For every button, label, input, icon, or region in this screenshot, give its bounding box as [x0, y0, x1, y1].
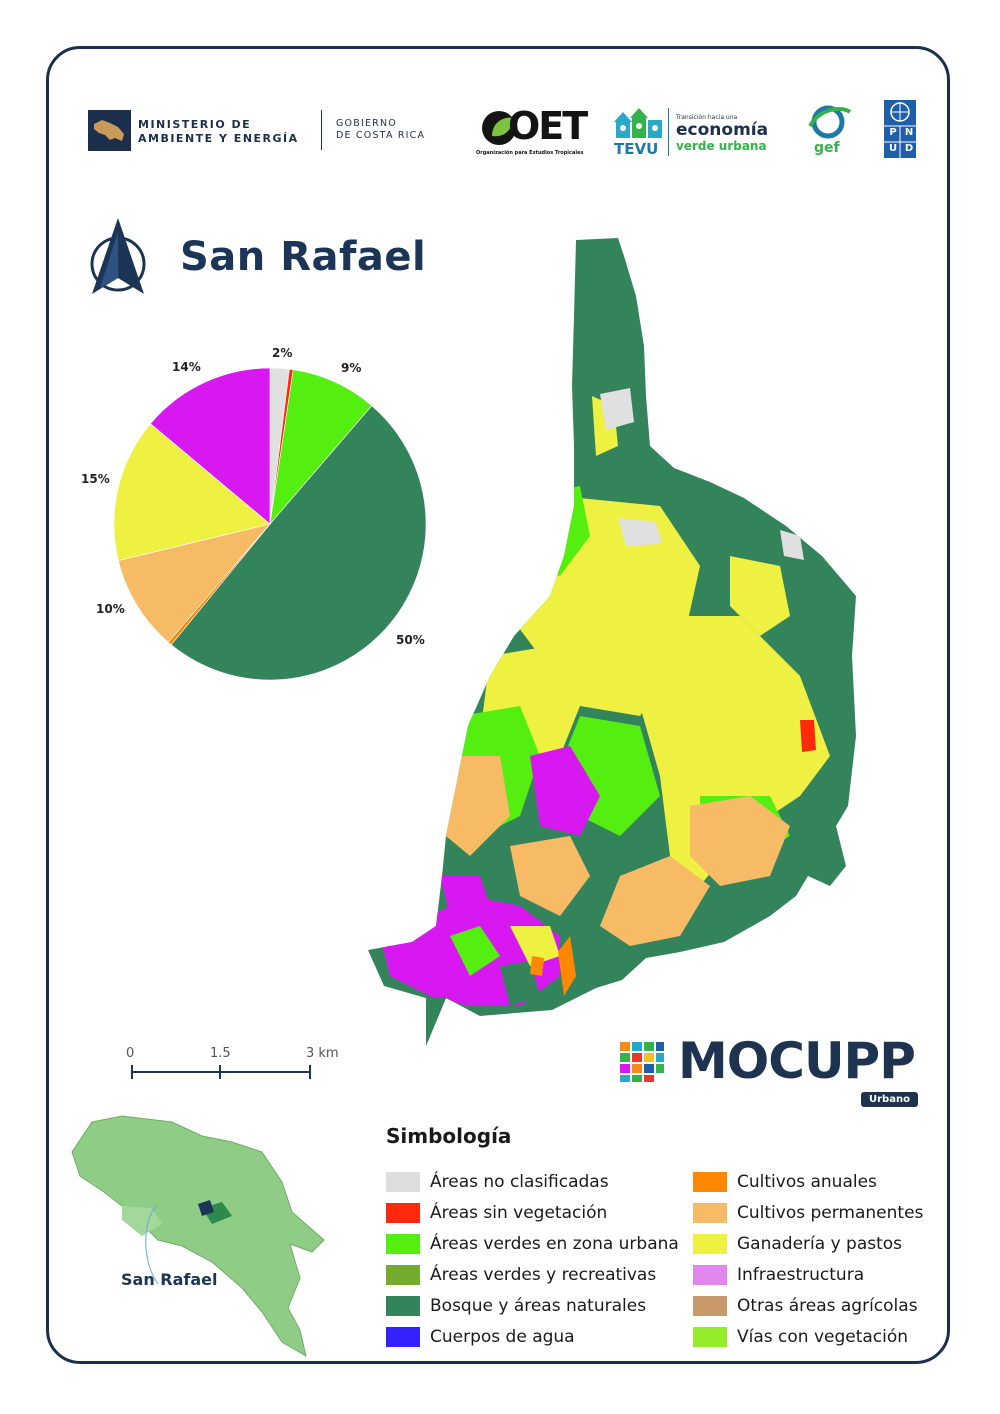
legend-label: Cultivos permanentes: [737, 1202, 924, 1223]
pie-label: 50%: [396, 633, 425, 647]
map-title: San Rafael: [180, 234, 427, 280]
legend-swatch: [693, 1295, 727, 1316]
inset-label: San Rafael: [121, 1270, 218, 1289]
legend-swatch: [693, 1264, 727, 1285]
legend-item: Áreas verdes y recreativas: [386, 1259, 679, 1290]
north-arrow-icon: [90, 218, 146, 294]
legend-item: Áreas no clasificadas: [386, 1166, 679, 1197]
legend-label: Áreas sin vegetación: [430, 1202, 608, 1223]
legend-item: Vías con vegetación: [693, 1321, 923, 1352]
pie-label: 14%: [172, 360, 201, 374]
costa-rica-inset-map: [71, 1115, 325, 1358]
legend-swatch: [386, 1326, 420, 1347]
scale-label: 0: [126, 1046, 135, 1061]
minae-text: MINISTERIO DE AMBIENTE Y ENERGÍA: [138, 118, 299, 145]
legend-label: Bosque y áreas naturales: [430, 1295, 647, 1316]
tevu-verde-urbana: verde urbana: [676, 139, 767, 153]
mocupp-badge: Urbano: [861, 1092, 918, 1107]
land-use-pie-chart: [113, 367, 427, 681]
pie-label: 9%: [341, 361, 362, 375]
oet-wordmark: OET: [508, 104, 588, 148]
legend-label: Cultivos anuales: [737, 1171, 877, 1192]
legend-item: Áreas sin vegetación: [386, 1197, 679, 1228]
gef-wordmark: gef: [814, 140, 840, 156]
legend-swatch: [386, 1264, 420, 1285]
legend-title: Simbología: [386, 1124, 512, 1148]
mocupp-wordmark: MOCUPP: [678, 1032, 916, 1090]
tevu-economia: economía: [676, 120, 769, 140]
legend-label: Cuerpos de agua: [430, 1326, 575, 1347]
pnud-letter: P: [889, 127, 897, 138]
pnud-letter: D: [904, 143, 914, 154]
legend-swatch: [386, 1202, 420, 1223]
legend-item: Áreas verdes en zona urbana: [386, 1228, 679, 1259]
legend-item: Cultivos anuales: [693, 1166, 923, 1197]
pnud-letter: N: [904, 127, 914, 138]
legend-swatch: [693, 1202, 727, 1223]
scale-bar: [131, 1065, 311, 1079]
legend-item: Otras áreas agrícolas: [693, 1290, 923, 1321]
scale-label: 3 km: [306, 1046, 339, 1061]
legend-item: Cultivos permanentes: [693, 1197, 923, 1228]
legend-label: Áreas no clasificadas: [430, 1171, 609, 1192]
pie-slice: [150, 367, 271, 525]
pie-label: 10%: [96, 602, 125, 616]
legend-item: Cuerpos de agua: [386, 1321, 679, 1352]
legend-label: Áreas verdes y recreativas: [430, 1264, 657, 1285]
pie-slice: [113, 423, 271, 561]
oet-subtitle: Organización para Estudios Tropicales: [476, 150, 584, 156]
legend-label: Infraestructura: [737, 1264, 865, 1285]
legend-swatch: [386, 1171, 420, 1192]
pie-slice: [117, 523, 271, 643]
mocupp-logo-icon: [620, 1042, 664, 1082]
legend-swatch: [693, 1326, 727, 1347]
tevu-tagline: Transición hacia una: [676, 114, 738, 121]
legend-label: Ganadería y pastos: [737, 1233, 903, 1254]
pie-slice: [269, 369, 373, 525]
scale-label: 1.5: [210, 1046, 231, 1061]
legend-swatch: [693, 1233, 727, 1254]
pie-label: 15%: [81, 472, 110, 486]
legend-column-left: Áreas no clasificadas Áreas sin vegetaci…: [386, 1166, 679, 1352]
legend-item: Ganadería y pastos: [693, 1228, 923, 1259]
san-rafael-land-use-map: [368, 238, 856, 1046]
pie-slice: [170, 405, 427, 681]
legend-item: Infraestructura: [693, 1259, 923, 1290]
legend-swatch: [386, 1295, 420, 1316]
tevu-wordmark: TEVU: [614, 140, 659, 158]
legend-swatch: [386, 1233, 420, 1254]
legend-item: Bosque y áreas naturales: [386, 1290, 679, 1321]
legend-label: Otras áreas agrícolas: [737, 1295, 918, 1316]
legend-column-right: Cultivos anuales Cultivos permanentes Ga…: [693, 1166, 923, 1352]
pie-label: 2%: [272, 346, 293, 360]
gobierno-text: GOBIERNO DE COSTA RICA: [336, 118, 426, 141]
legend-swatch: [693, 1171, 727, 1192]
legend-label: Áreas verdes en zona urbana: [430, 1233, 679, 1254]
pnud-letter: U: [888, 143, 898, 154]
legend-label: Vías con vegetación: [737, 1326, 909, 1347]
map-frame: [46, 46, 950, 1364]
